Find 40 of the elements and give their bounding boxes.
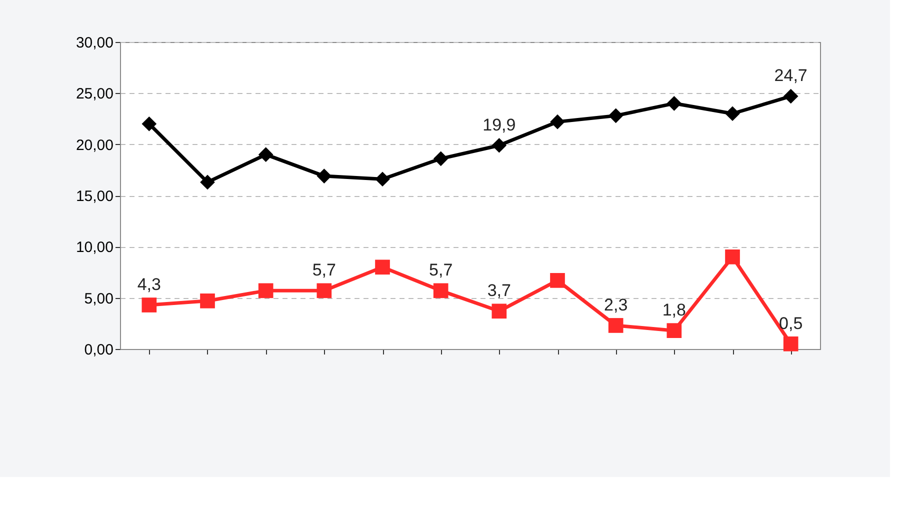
point	[492, 138, 507, 153]
data-label: 2,3	[604, 295, 628, 314]
point	[316, 168, 332, 184]
point	[783, 88, 798, 104]
point	[375, 260, 390, 275]
point	[608, 108, 624, 124]
y-tick-label: 25,00	[76, 86, 114, 103]
data-label: 0,5	[779, 314, 803, 333]
point	[142, 116, 157, 132]
y-tick-label: 20,00	[76, 136, 114, 154]
point	[783, 336, 798, 352]
point	[258, 283, 274, 298]
point	[666, 96, 682, 111]
point	[200, 293, 215, 308]
data-label: 5,7	[429, 260, 453, 280]
point	[375, 172, 390, 187]
data-label: 1,8	[662, 300, 686, 320]
y-tick-label: 5,00	[84, 290, 114, 308]
data-label: 19,9	[482, 115, 516, 134]
y-tick-label: 15,00	[76, 188, 114, 205]
point	[492, 304, 507, 319]
data-label: 24,7	[774, 66, 808, 86]
point	[666, 323, 682, 338]
point	[608, 318, 624, 333]
y-tick-label: 30,00	[76, 34, 114, 52]
data-label: 5,7	[312, 260, 336, 280]
point	[433, 151, 448, 166]
y-tick-label: 10,00	[76, 239, 114, 256]
point	[258, 147, 274, 162]
data-label: 4,3	[137, 274, 161, 294]
point	[550, 273, 565, 288]
point	[316, 283, 332, 298]
point	[725, 106, 740, 122]
data-label: 3,7	[487, 281, 511, 300]
point	[200, 174, 215, 190]
y-tick-label: 0,00	[84, 342, 114, 358]
point	[433, 283, 448, 298]
point	[142, 298, 157, 312]
point	[725, 249, 740, 264]
point	[550, 114, 565, 130]
